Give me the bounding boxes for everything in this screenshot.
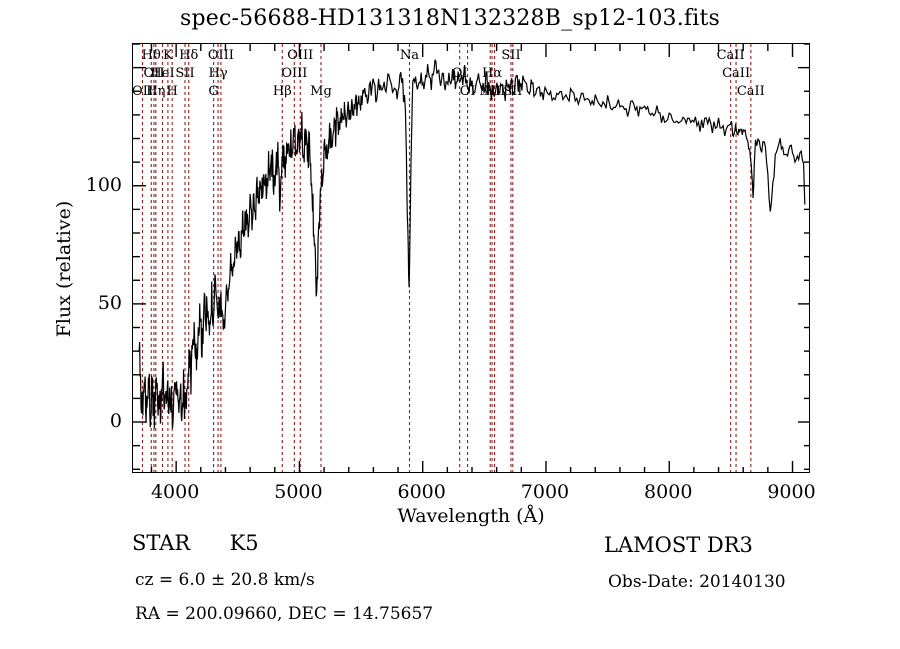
survey-label: LAMOST DR3	[604, 533, 753, 557]
x-axis-title: Wavelength (Å)	[397, 505, 545, 527]
obs-date-label: Obs-Date: 20140130	[608, 572, 786, 592]
y-axis-ticks	[133, 44, 809, 470]
x-tick-label: 5000	[274, 481, 323, 503]
velocity-label: cz = 6.0 ± 20.8 km/s	[135, 570, 315, 590]
x-tick-label: 9000	[767, 481, 816, 503]
y-axis-title: Flux (relative)	[53, 200, 75, 338]
spectrum-plot-svg	[133, 44, 809, 472]
y-tick-label: 50	[97, 291, 122, 314]
coordinates-label: RA = 200.09660, DEC = 14.75657	[135, 604, 434, 624]
y-tick-label: 0	[109, 410, 122, 433]
x-tick-label: 8000	[644, 481, 693, 503]
object-class: STAR	[132, 531, 191, 555]
y-tick-label: 100	[85, 173, 122, 196]
x-axis-ticks	[150, 44, 794, 472]
x-tick-label: 7000	[520, 481, 570, 503]
x-tick-label: 4000	[150, 481, 200, 503]
spectrum-curve	[138, 59, 806, 429]
object-subclass: K5	[229, 531, 259, 555]
page-title: spec-56688-HD131318N132328B_sp12-103.fit…	[179, 6, 721, 31]
object-class-label: STAR K5	[132, 531, 259, 555]
x-tick-label: 6000	[397, 481, 446, 503]
emission-line-markers	[141, 44, 752, 472]
spectrum-plot-area: OII Hθ OII Hη HeI K H SII Hδ Hγ OIII G Hβ OIII OIII Mg N…	[132, 43, 810, 473]
